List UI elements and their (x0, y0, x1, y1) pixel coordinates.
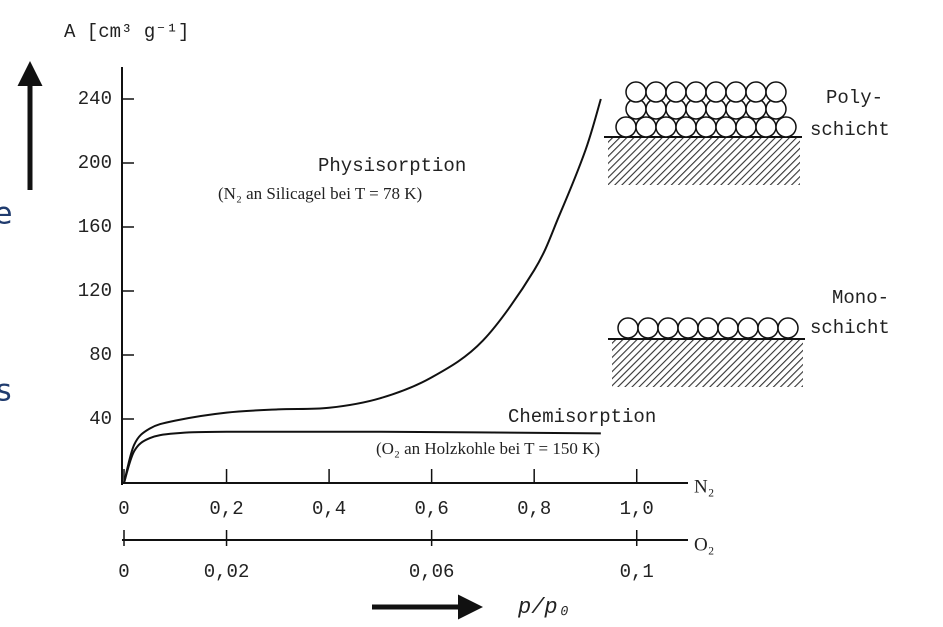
molecule (695, 116, 717, 138)
series-name: Chemisorption (508, 406, 656, 428)
molecule (677, 317, 699, 339)
series-line (123, 430, 601, 484)
y-tick-label: 80 (89, 344, 112, 366)
molecule (757, 317, 779, 339)
x-tick-label: 0,6 (415, 498, 449, 520)
monolayer-illustration (608, 338, 805, 387)
molecule (657, 317, 679, 339)
molecule (637, 317, 659, 339)
x2-tick-label: 0,06 (409, 561, 455, 583)
molecule (645, 81, 667, 103)
x-tick-label: 0,2 (209, 498, 243, 520)
series-name: Physisorption (318, 155, 466, 177)
side-label: Mono- (832, 287, 889, 309)
molecule (765, 81, 787, 103)
molecule (755, 116, 777, 138)
y-tick-label: 40 (89, 408, 112, 430)
molecule (715, 116, 737, 138)
molecule (705, 81, 727, 103)
molecule (615, 116, 637, 138)
x-axis-label: p/p₀ (517, 595, 571, 620)
cut-text: s (0, 374, 12, 409)
y-tick-label: 160 (78, 216, 112, 238)
molecules (615, 81, 799, 339)
molecule (697, 317, 719, 339)
molecule (675, 116, 697, 138)
molecule (775, 116, 797, 138)
molecule (745, 81, 767, 103)
molecule (717, 317, 739, 339)
x-tick-label: 0,8 (517, 498, 551, 520)
series-line (123, 98, 602, 484)
x2-axis-name: O₂ (694, 534, 714, 555)
x2-tick-label: 0,1 (620, 561, 654, 583)
molecule (617, 317, 639, 339)
molecule (635, 116, 657, 138)
cut-text: e (0, 197, 12, 232)
multilayer-illustration (604, 136, 802, 185)
y-tick-label: 120 (78, 280, 112, 302)
molecule (737, 317, 759, 339)
molecule (777, 317, 799, 339)
molecule (685, 81, 707, 103)
x-tick-label: 0,4 (312, 498, 346, 520)
y-tick-label: 200 (78, 152, 112, 174)
side-label: Poly- (826, 87, 883, 109)
x2-tick-label: 0,02 (204, 561, 250, 583)
molecule (725, 81, 747, 103)
series-note: (N₂ an Silicagel bei T = 78 K) (218, 184, 422, 203)
side-label: schicht (810, 317, 890, 339)
x-axis-name: N₂ (694, 476, 714, 497)
x-tick-label: 1,0 (620, 498, 654, 520)
x2-tick-label: 0 (118, 561, 129, 583)
molecule (625, 81, 647, 103)
molecule (735, 116, 757, 138)
side-label: schicht (810, 119, 890, 141)
x-tick-label: 0 (118, 498, 129, 520)
molecule (665, 81, 687, 103)
y-tick-label: 240 (78, 88, 112, 110)
y-axis-label: A [cm³ g⁻¹] (64, 21, 189, 43)
molecule (655, 116, 677, 138)
series-note: (O₂ an Holzkohle bei T = 150 K) (376, 439, 600, 458)
